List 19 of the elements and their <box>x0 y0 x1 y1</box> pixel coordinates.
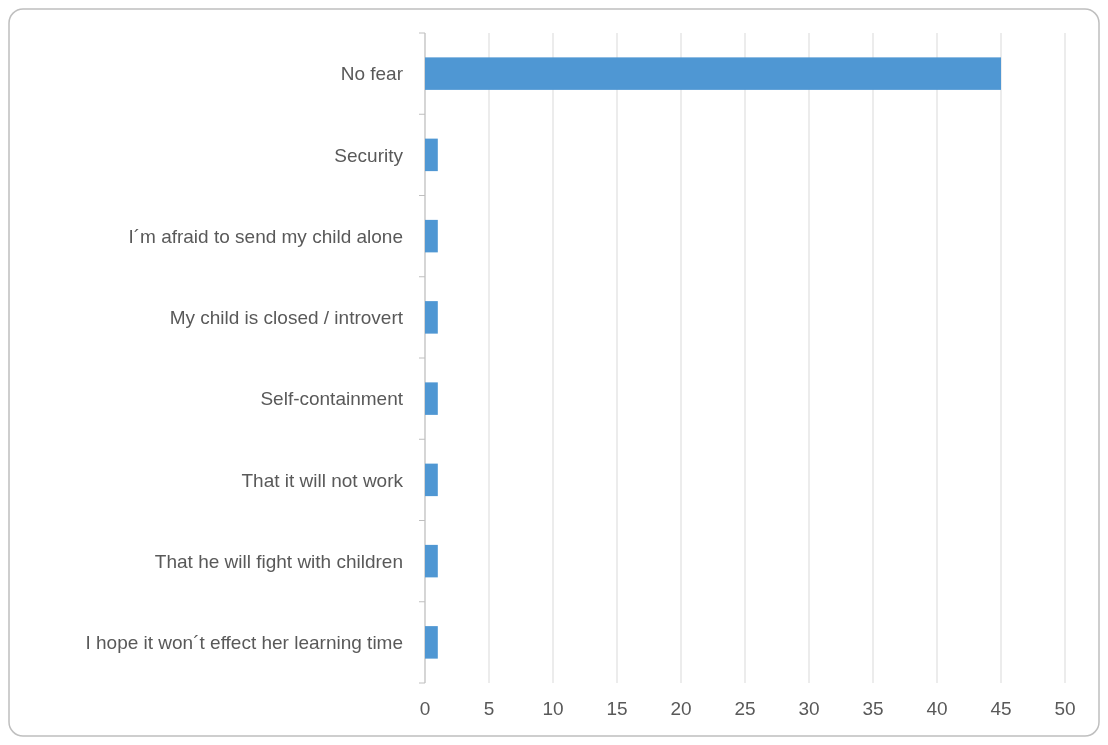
x-tick-label: 0 <box>419 698 431 719</box>
x-tick-label: 5 <box>483 698 495 719</box>
x-tick-label: 40 <box>926 698 948 719</box>
y-tick-label: I hope it won´t effect her learning time <box>85 632 403 654</box>
y-tick-label: That it will not work <box>241 469 404 491</box>
x-tick-label: 50 <box>1054 698 1076 719</box>
y-tick-label: Self-containment <box>260 388 404 410</box>
x-tick-label: 15 <box>606 698 628 719</box>
x-tick-label: 30 <box>798 698 820 719</box>
x-tick-label: 35 <box>862 698 884 719</box>
x-tick-label: 10 <box>542 698 564 719</box>
x-tick-label: 25 <box>734 698 756 719</box>
y-tick-label: I´m afraid to send my child alone <box>128 225 403 247</box>
x-tick-label: 45 <box>990 698 1012 719</box>
y-tick-label: My child is closed / introvert <box>169 307 404 329</box>
y-tick-label: That he will fight with children <box>154 550 403 572</box>
y-tick-label: Security <box>334 144 404 166</box>
y-tick-label: No fear <box>340 63 404 85</box>
x-tick-label: 20 <box>670 698 692 719</box>
